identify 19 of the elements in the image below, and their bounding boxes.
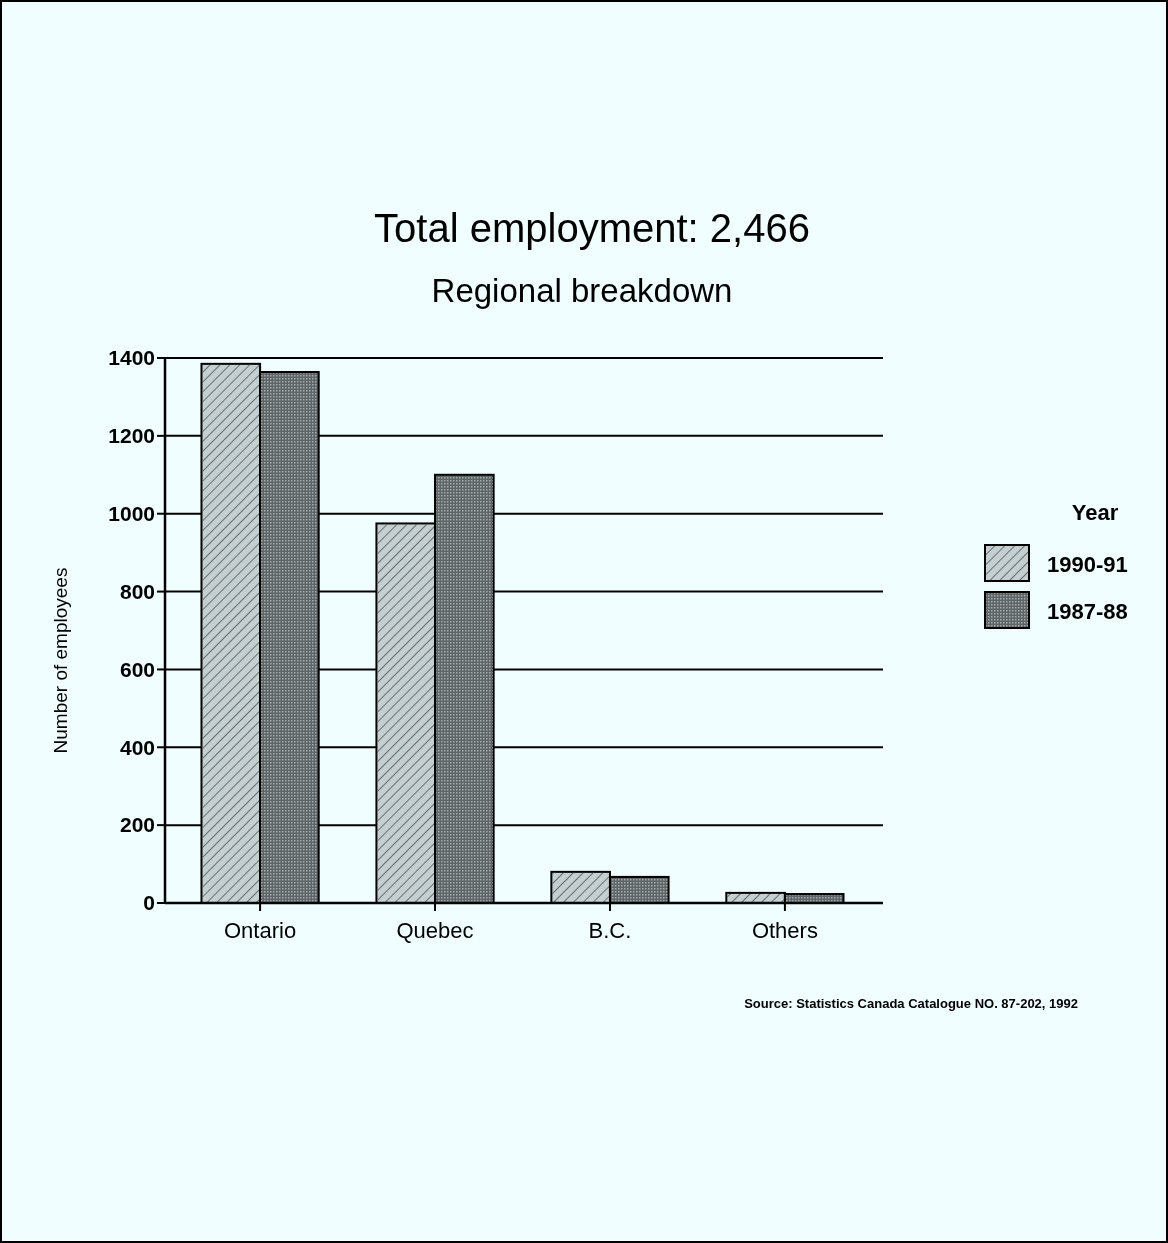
y-axis-title: Number of employees [50,567,71,754]
x-tick-label: Quebec [396,918,474,943]
y-tick-label: 1000 [108,502,155,526]
y-tick-label: 1200 [108,424,155,448]
x-tick-label: Others [751,918,818,943]
x-tick-label: Ontario [224,918,297,943]
x-tick-label: B.C. [588,918,632,943]
chart-title: Total employment: 2,466 [374,206,810,250]
legend-label: 1990-91 [1047,552,1128,577]
y-tick-label: 400 [119,735,155,759]
source-note: Source: Statistics Canada Catalogue NO. 87-202, 1992 [744,996,1078,1011]
y-tick-label: 600 [119,657,155,681]
y-tick-label: 0 [143,891,155,915]
chart-subtitle: Regional breakdown [431,272,733,309]
legend-label: 1987-88 [1047,599,1128,624]
y-tick-label: 1400 [108,346,155,370]
legend-title: Year [1071,500,1119,525]
y-tick-label: 800 [119,579,155,603]
y-tick-label: 200 [119,813,155,837]
